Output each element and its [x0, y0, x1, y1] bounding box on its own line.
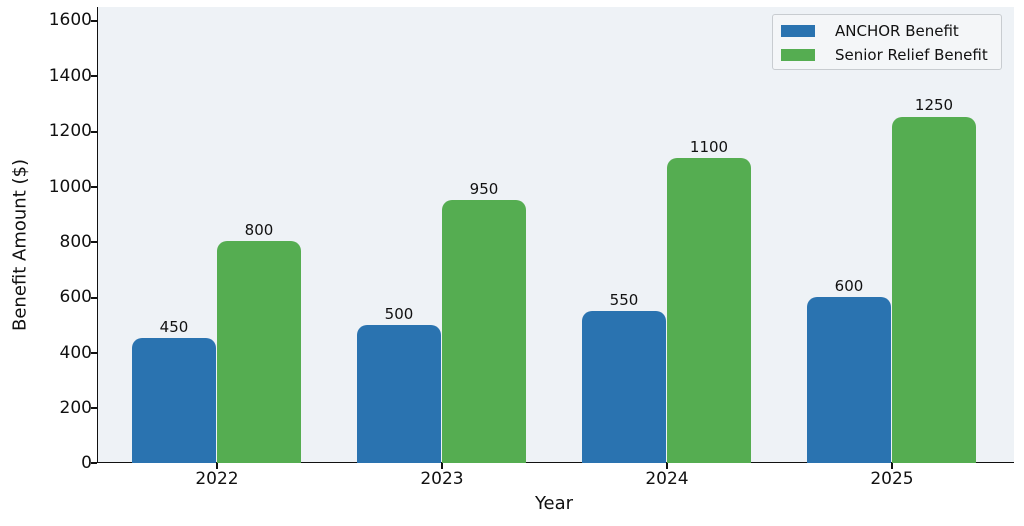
x-tick-mark — [666, 463, 668, 469]
y-tick-mark — [91, 462, 97, 464]
bar-value-label: 1100 — [689, 138, 729, 156]
x-tick-label: 2025 — [870, 469, 914, 489]
y-tick-label: 1400 — [48, 66, 92, 86]
y-tick-mark — [91, 407, 97, 409]
y-tick-label: 0 — [81, 453, 92, 473]
legend-label: Senior Relief Benefit — [835, 46, 988, 64]
bar-anchor-2023 — [357, 325, 441, 463]
y-tick-label: 600 — [59, 287, 92, 307]
bar-senior-2023 — [442, 200, 526, 463]
x-tick-label: 2023 — [420, 469, 464, 489]
y-tick-mark — [91, 131, 97, 133]
bar-value-label: 550 — [609, 291, 639, 309]
legend-label: ANCHOR Benefit — [835, 22, 959, 40]
bar-value-label: 500 — [384, 305, 414, 323]
x-tick-label: 2022 — [195, 469, 239, 489]
bar-value-label: 1250 — [914, 96, 954, 114]
legend-swatch-anchor — [781, 25, 815, 37]
bar-value-label: 950 — [469, 180, 499, 198]
y-tick-label: 1200 — [48, 121, 92, 141]
legend-swatch-senior — [781, 49, 815, 61]
y-tick-label: 800 — [59, 232, 92, 252]
bar-anchor-2022 — [132, 338, 216, 463]
legend: ANCHOR Benefit Senior Relief Benefit — [772, 14, 1002, 70]
bar-value-label: 450 — [159, 318, 189, 336]
y-tick-mark — [91, 20, 97, 22]
y-tick-label: 400 — [59, 343, 92, 363]
bar-anchor-2024 — [582, 311, 666, 463]
y-tick-mark — [91, 297, 97, 299]
bar-senior-2024 — [667, 158, 751, 463]
x-tick-mark — [441, 463, 443, 469]
y-tick-label: 200 — [59, 398, 92, 418]
bar-senior-2025 — [892, 117, 976, 463]
y-axis-label: Benefit Amount ($) — [9, 159, 31, 331]
y-tick-mark — [91, 241, 97, 243]
x-tick-mark — [216, 463, 218, 469]
y-tick-mark — [91, 75, 97, 77]
legend-item-anchor: ANCHOR Benefit — [781, 19, 1001, 43]
y-tick-mark — [91, 186, 97, 188]
y-tick-mark — [91, 352, 97, 354]
bar-value-label: 800 — [244, 221, 274, 239]
legend-item-senior: Senior Relief Benefit — [781, 43, 1001, 67]
bar-anchor-2025 — [807, 297, 891, 463]
x-axis-label: Year — [534, 493, 574, 514]
x-tick-label: 2024 — [645, 469, 689, 489]
bar-senior-2022 — [217, 241, 301, 463]
y-tick-label: 1600 — [48, 10, 92, 30]
bar-value-label: 600 — [834, 277, 864, 295]
y-tick-label: 1000 — [48, 177, 92, 197]
x-tick-mark — [891, 463, 893, 469]
